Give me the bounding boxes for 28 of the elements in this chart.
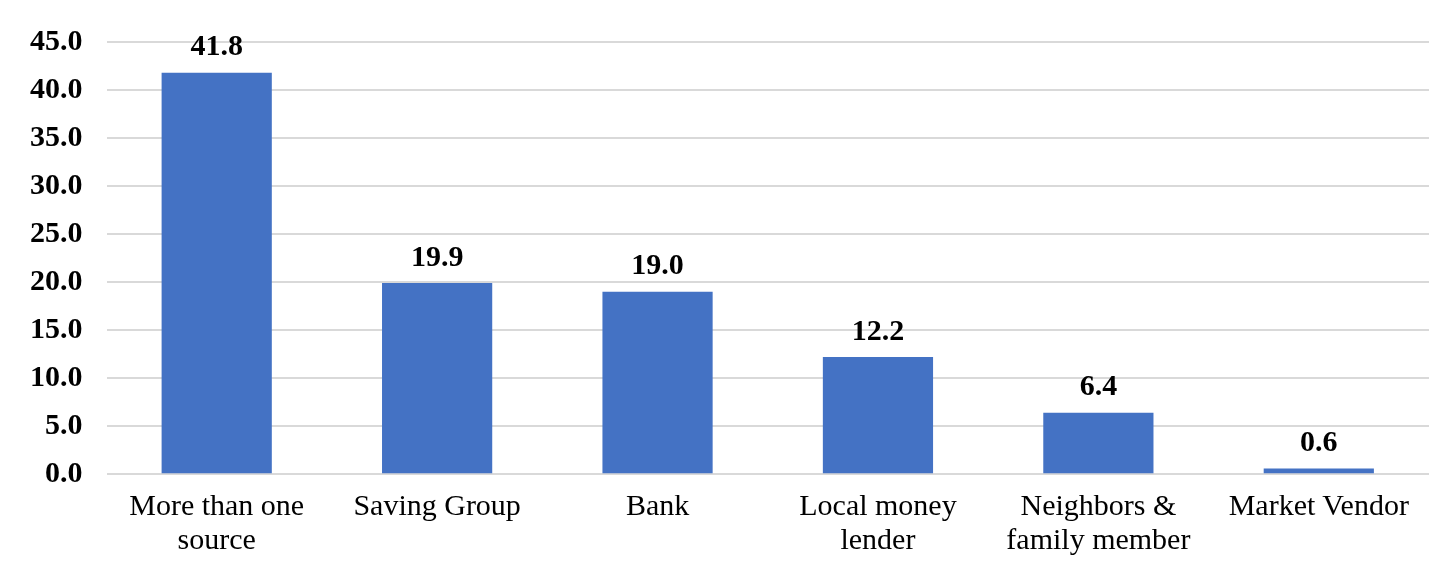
y-tick-label: 35.0 [30,118,83,152]
x-tick-label: Neighbors & family member [1006,488,1191,555]
bar [602,291,713,474]
y-tick-label: 5.0 [45,406,83,440]
bar [1263,468,1374,474]
bar [161,72,272,474]
bar [1043,412,1154,474]
data-label: 0.6 [1300,424,1338,458]
data-label: 12.2 [851,312,905,346]
x-tick-label: Bank [625,488,690,522]
data-label: 19.0 [631,247,684,281]
y-tick-label: 45.0 [30,22,83,56]
x-tick-label: Saving Group [353,488,521,522]
x-tick-label: More than one source [129,488,305,555]
y-tick-label: 25.0 [30,214,83,248]
y-tick-label: 30.0 [30,166,83,200]
bar [382,283,493,474]
y-tick-label: 20.0 [30,262,83,296]
data-label: 41.8 [190,28,243,62]
y-tick-label: 0.0 [45,454,83,488]
y-tick-label: 10.0 [30,358,83,392]
y-tick-label: 40.0 [30,70,83,104]
x-tick-label: Market Vendor [1228,488,1409,522]
x-tick-label: Local money lender [799,488,957,555]
data-label: 19.9 [410,238,464,272]
data-label: 6.4 [1079,368,1118,402]
bar [822,357,934,474]
y-tick-label: 15.0 [30,310,83,344]
